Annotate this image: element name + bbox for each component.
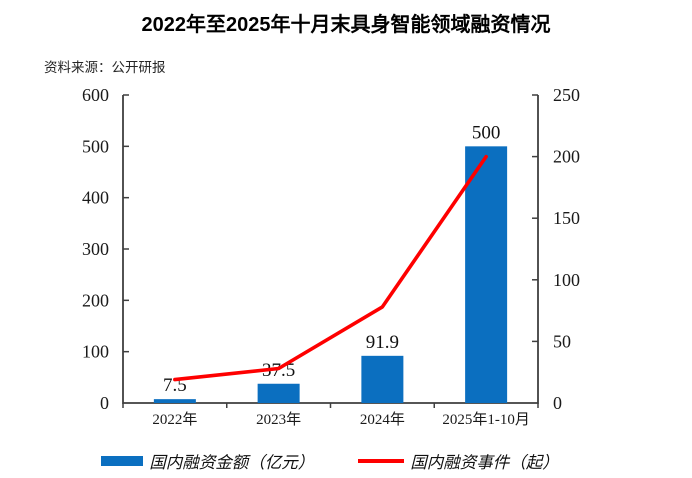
bar-2022年 <box>153 399 196 403</box>
left-axis-tick-label: 400 <box>82 188 109 208</box>
right-axis-tick-label: 200 <box>553 147 580 167</box>
legend-label-funding-events: 国内融资事件（起） <box>410 453 559 472</box>
legend-label-funding-amount: 国内融资金额（亿元） <box>149 453 315 472</box>
line-swatch-icon <box>358 459 405 463</box>
left-axis-tick-label: 200 <box>82 290 109 310</box>
bar-2024年 <box>361 355 404 403</box>
events-line-series <box>173 154 488 382</box>
x-axis-category-label: 2022年 <box>152 411 197 428</box>
left-axis-tick-label: 600 <box>82 85 109 105</box>
legend-item-funding-amount: 国内融资金额（亿元） <box>101 449 314 473</box>
left-axis-tick-label: 0 <box>100 393 109 413</box>
bar-value-label: 500 <box>472 122 501 143</box>
right-axis-tick-label: 0 <box>553 393 562 413</box>
chart-legend: 国内融资金额（亿元） 国内融资事件（起） <box>0 449 660 473</box>
right-axis-tick-label: 150 <box>553 208 580 228</box>
left-axis-tick-label: 100 <box>82 342 109 362</box>
chart-title: 2022年至2025年十月末具身智能领域融资情况 <box>141 14 551 36</box>
source-note: 资料来源：公开研报 <box>44 60 166 75</box>
bar-2023年 <box>257 383 300 403</box>
x-axis-category-label: 2025年1-10月 <box>442 411 530 428</box>
right-axis-tick-label: 250 <box>553 85 580 105</box>
left-axis-tick-label: 300 <box>82 239 109 259</box>
legend-item-funding-events: 国内融资事件（起） <box>358 449 559 473</box>
right-axis-tick-label: 50 <box>553 331 571 351</box>
bar-swatch-icon <box>101 456 144 466</box>
x-axis-category-label: 2024年 <box>360 411 405 428</box>
right-axis-tick-label: 100 <box>553 270 580 290</box>
left-axis-tick-label: 500 <box>82 136 109 156</box>
bar-value-label: 91.9 <box>366 332 399 353</box>
bar-2025年1-10月 <box>465 146 508 404</box>
x-axis-category-label: 2023年 <box>256 411 301 428</box>
